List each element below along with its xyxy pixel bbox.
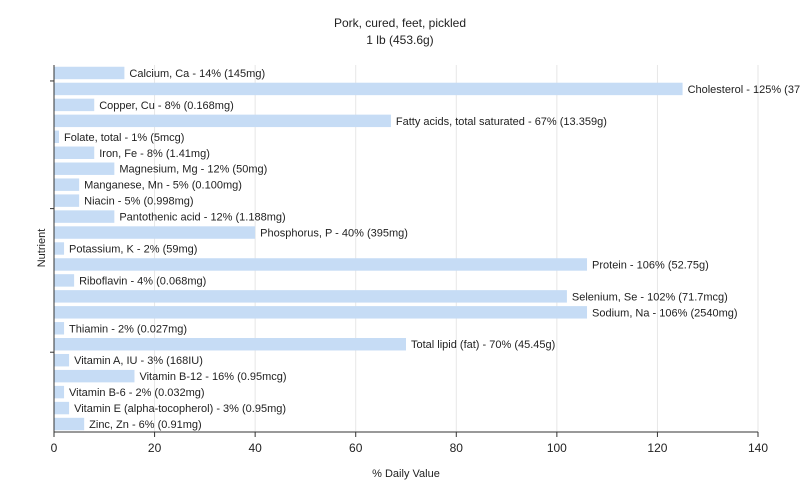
chart-subtitle: 1 lb (453.6g) (366, 33, 433, 47)
bar-label-12: Protein - 106% (52.75g) (592, 259, 709, 271)
bar-0 (54, 66, 125, 80)
bar-15 (54, 306, 588, 319)
bar-17 (54, 338, 406, 351)
bar-8 (54, 194, 80, 207)
bar-1 (54, 82, 683, 96)
bar-10 (54, 226, 256, 239)
bar-5 (54, 146, 95, 159)
bar-6 (54, 162, 115, 175)
x-tick-label-6: 120 (647, 441, 667, 455)
y-axis-label: Nutrient (36, 229, 48, 268)
bar-9 (54, 210, 115, 223)
x-tick-label-7: 140 (748, 441, 768, 455)
bar-12 (54, 258, 588, 271)
bar-label-13: Riboflavin - 4% (0.068mg) (79, 275, 206, 287)
bar-19 (54, 369, 135, 383)
bar-22 (54, 417, 85, 431)
bar-13 (54, 274, 75, 287)
bar-label-18: Vitamin A, IU - 3% (168IU) (74, 355, 203, 367)
bar-label-1: Cholesterol - 125% (376mg) (688, 84, 800, 96)
bar-label-4: Folate, total - 1% (5mcg) (64, 132, 184, 144)
x-tick-label-3: 60 (349, 441, 363, 455)
bar-label-0: Calcium, Ca - 14% (145mg) (129, 68, 265, 80)
bar-label-21: Vitamin E (alpha-tocopherol) - 3% (0.95m… (74, 403, 286, 415)
chart-title: Pork, cured, feet, pickled (334, 16, 466, 30)
bar-label-22: Zinc, Zn - 6% (0.91mg) (89, 419, 201, 431)
bar-16 (54, 322, 65, 335)
bar-11 (54, 242, 65, 255)
bar-label-7: Manganese, Mn - 5% (0.100mg) (84, 180, 242, 192)
bar-3 (54, 114, 391, 128)
bar-label-9: Pantothenic acid - 12% (1.188mg) (119, 212, 285, 224)
bar-4 (54, 130, 60, 144)
bar-20 (54, 385, 65, 399)
bar-label-6: Magnesium, Mg - 12% (50mg) (119, 164, 267, 176)
axes (50, 65, 758, 433)
bar-label-8: Niacin - 5% (0.998mg) (84, 196, 193, 208)
bar-label-2: Copper, Cu - 8% (0.168mg) (99, 100, 234, 112)
bar-label-19: Vitamin B-12 - 16% (0.95mcg) (139, 371, 286, 383)
x-tick-label-0: 0 (51, 441, 58, 455)
bar-18 (54, 353, 70, 367)
bar-label-15: Sodium, Na - 106% (2540mg) (592, 307, 738, 319)
bars: Calcium, Ca - 14% (145mg) Cholesterol - 1… (54, 66, 800, 431)
bar-label-17: Total lipid (fat) - 70% (45.45g) (411, 339, 555, 351)
bar-14 (54, 290, 567, 303)
x-tick-label-5: 100 (547, 441, 567, 455)
x-tick-label-1: 20 (148, 441, 162, 455)
bar-label-14: Selenium, Se - 102% (71.7mcg) (572, 291, 728, 303)
bar-label-10: Phosphorus, P - 40% (395mg) (260, 228, 408, 240)
bar-label-20: Vitamin B-6 - 2% (0.032mg) (69, 387, 205, 399)
bar-label-16: Thiamin - 2% (0.027mg) (69, 323, 187, 335)
bar-2 (54, 98, 95, 112)
x-axis-label: % Daily Value (372, 468, 440, 480)
x-tick-label-4: 80 (450, 441, 464, 455)
bar-7 (54, 178, 80, 191)
bar-label-5: Iron, Fe - 8% (1.41mg) (99, 148, 210, 160)
bar-label-11: Potassium, K - 2% (59mg) (69, 244, 197, 256)
x-ticks: 0 20 40 60 80 100 120 140 (51, 432, 768, 455)
bar-21 (54, 401, 70, 415)
x-tick-label-2: 40 (248, 441, 262, 455)
bar-label-3: Fatty acids, total saturated - 67% (13.3… (396, 116, 607, 128)
